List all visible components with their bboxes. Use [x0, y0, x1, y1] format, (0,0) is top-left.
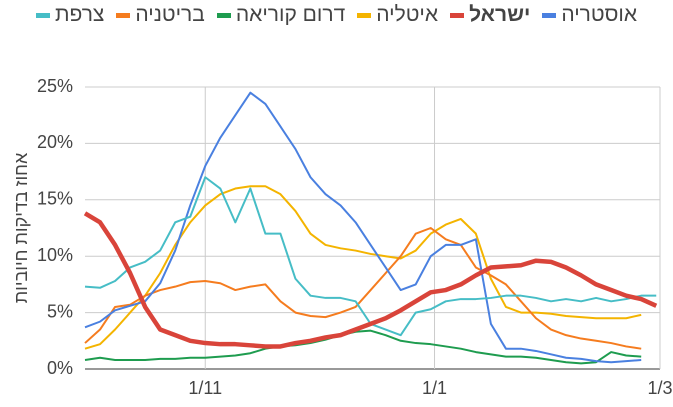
legend-item: ישראל: [450, 0, 530, 30]
x-tick-label: 1/11: [188, 378, 222, 398]
x-tick-label: 1/3: [647, 378, 672, 398]
y-tick-label: 0%: [47, 358, 73, 378]
y-tick-label: 25%: [37, 76, 73, 96]
legend: אוסטריה ישראל איטליה דרום קוריאה בריטניה צרפת: [0, 0, 673, 30]
y-tick-label: 5%: [47, 301, 73, 321]
series-line: [84, 91, 642, 364]
legend-item: צרפת: [36, 0, 104, 30]
series-line: [84, 227, 642, 350]
legend-item: איטליה: [357, 0, 438, 30]
x-tick-label: 1/1: [422, 378, 447, 398]
legend-label: איטליה: [376, 3, 439, 26]
legend-label: דרום קוריאה: [235, 3, 346, 26]
y-tick-label: 15%: [37, 189, 73, 209]
y-tick-label: 20%: [37, 132, 73, 152]
legend-label: בריטניה: [135, 3, 205, 26]
legend-marker: [542, 12, 557, 18]
legend-marker: [36, 12, 50, 18]
legend-item: דרום קוריאה: [216, 0, 346, 30]
legend-marker: [116, 12, 131, 18]
y-axis-title: אחוז בדיקות חיוביות: [11, 152, 31, 303]
series-line: [83, 211, 658, 349]
legend-label: צרפת: [55, 3, 105, 26]
legend-label: ישראל: [469, 3, 531, 26]
legend-marker: [450, 12, 465, 18]
legend-marker: [357, 12, 372, 18]
y-tick-label: 10%: [37, 245, 73, 265]
legend-item: אוסטריה: [542, 0, 637, 30]
series-line: [84, 329, 642, 365]
legend-item: בריטניה: [116, 0, 205, 30]
legend-marker: [216, 12, 231, 18]
legend-label: אוסטריה: [561, 3, 638, 26]
